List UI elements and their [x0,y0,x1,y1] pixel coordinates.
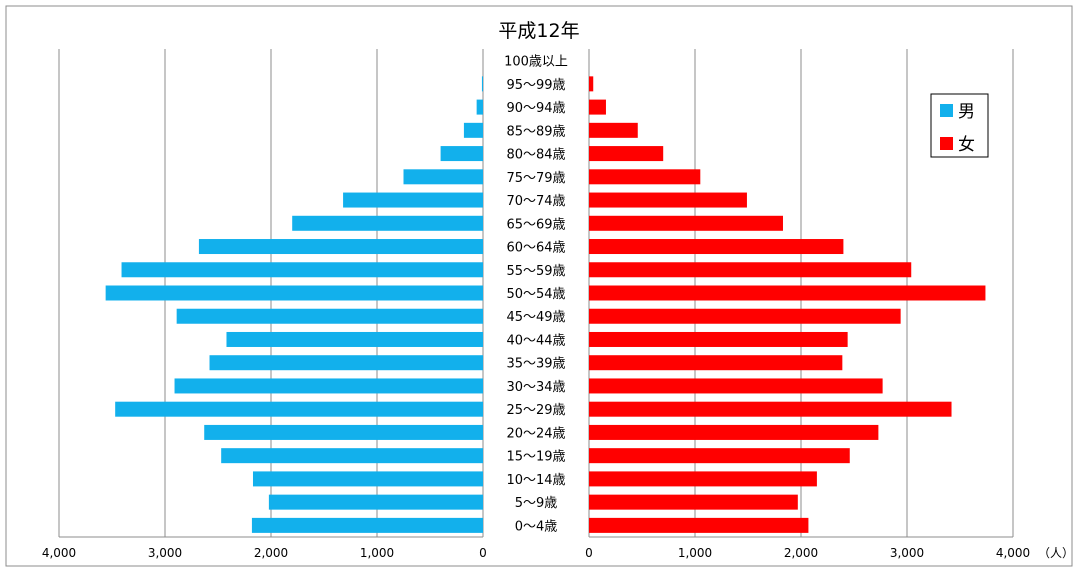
tick-label-left-3: 1,000 [360,546,394,560]
tick-label-left-1: 3,000 [148,546,182,560]
bar-female-8 [589,331,848,347]
bar-female-18 [589,99,606,115]
legend-swatch-male [940,104,953,117]
bar-female-4 [589,424,879,440]
age-label-19: 95〜99歳 [506,78,565,93]
bar-female-12 [589,239,844,255]
tick-label-right-3: 3,000 [890,546,924,560]
bar-male-13 [292,215,483,231]
legend-swatch-female [940,137,953,150]
age-label-0: 0〜4歳 [515,519,558,534]
bar-female-5 [589,401,952,417]
age-label-20: 100歳以上 [504,55,568,70]
age-label-4: 20〜24歳 [506,426,565,441]
tick-label-right-1: 1,000 [678,546,712,560]
bar-female-0 [589,517,809,533]
bar-male-16 [440,146,483,162]
bar-female-7 [589,355,843,371]
bar-male-1 [268,494,483,510]
bar-male-6 [174,378,484,394]
bar-male-4 [204,424,483,440]
age-label-14: 70〜74歳 [506,194,565,209]
bar-female-15 [589,169,701,185]
bar-male-10 [105,285,483,301]
bar-male-9 [176,308,483,324]
bar-female-17 [589,122,638,138]
tick-label-right-0: 0 [585,546,593,560]
bar-male-12 [198,239,484,255]
bar-male-2 [252,471,483,487]
bar-male-19 [481,76,483,92]
age-label-10: 50〜54歳 [506,287,565,302]
bar-male-15 [403,169,483,185]
bar-male-7 [209,355,483,371]
age-label-18: 90〜94歳 [506,101,565,116]
bar-male-3 [221,448,483,464]
tick-label-right-2: 2,000 [784,546,818,560]
legend-label-male: 男 [958,102,975,122]
age-label-16: 80〜84歳 [506,148,565,163]
age-label-7: 35〜39歳 [506,357,565,372]
age-label-12: 60〜64歳 [506,241,565,256]
bar-female-14 [589,192,747,208]
age-label-6: 30〜34歳 [506,380,565,395]
chart-title: 平成12年 [498,20,579,42]
bar-female-16 [589,146,664,162]
bar-layer [105,76,986,533]
bar-male-14 [343,192,483,208]
age-label-5: 25〜29歳 [506,403,565,418]
age-label-13: 65〜69歳 [506,217,565,232]
bar-male-0 [251,517,483,533]
bar-female-9 [589,308,901,324]
age-label-9: 45〜49歳 [506,310,565,325]
age-label-11: 55〜59歳 [506,264,565,279]
age-label-3: 15〜19歳 [506,450,565,465]
bar-female-2 [589,471,817,487]
bar-male-11 [121,262,483,278]
label-layer: 0〜4歳 5〜9歳 10〜14歳 15〜19歳 20〜24歳 25〜29歳 30〜34歳 35… [504,55,568,535]
age-label-1: 5〜9歳 [515,496,558,511]
bar-female-6 [589,378,883,394]
age-label-2: 10〜14歳 [506,473,565,488]
bar-female-10 [589,285,986,301]
tick-label-left-0: 4,000 [42,546,76,560]
bar-female-11 [589,262,912,278]
age-label-17: 85〜89歳 [506,124,565,139]
bar-female-3 [589,448,850,464]
tick-label-right-4: 4,000 [996,546,1030,560]
tick-label-left-4: 0 [479,546,487,560]
bar-female-1 [589,494,798,510]
unit-label: （人） [1038,546,1074,560]
legend-label-female: 女 [958,135,975,155]
bar-male-5 [115,401,484,417]
bar-female-19 [589,76,594,92]
bar-male-17 [463,122,483,138]
tick-layer: 4,000 0 3,000 1,000 2,000 2,000 1,000 3,000 0 4,0… [42,546,1030,560]
age-label-15: 75〜79歳 [506,171,565,186]
bar-male-8 [226,331,484,347]
bar-female-13 [589,215,783,231]
tick-label-left-2: 2,000 [254,546,288,560]
bar-male-18 [476,99,483,115]
legend: 男 女 [930,93,989,158]
age-label-8: 40〜44歳 [506,333,565,348]
